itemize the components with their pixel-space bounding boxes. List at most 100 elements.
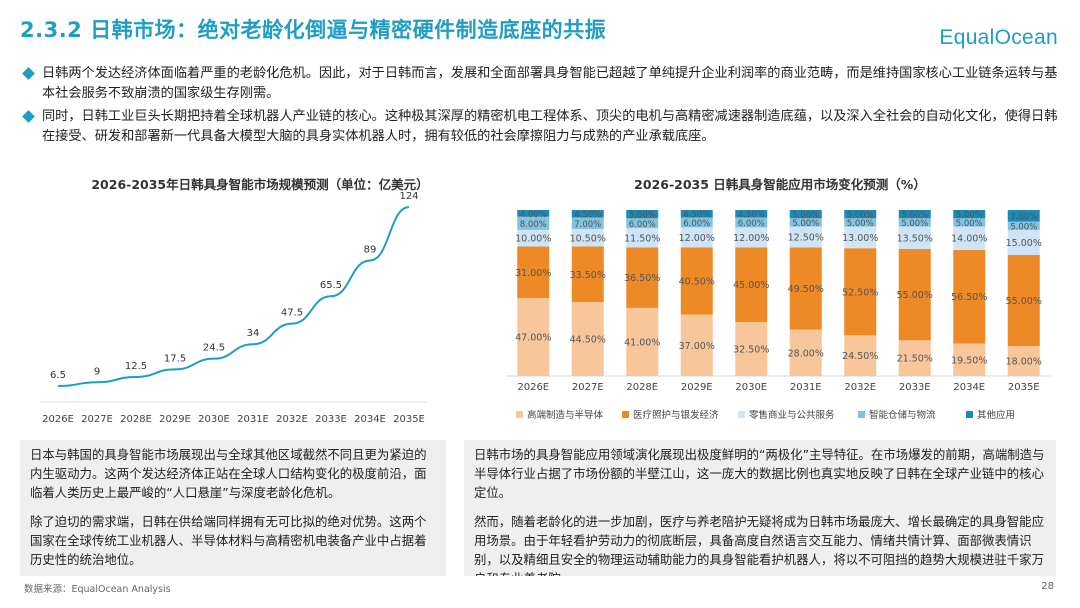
bar-data-label: 4.50%: [574, 210, 601, 220]
bar-x-tick-label: 2032E: [844, 382, 876, 393]
line-data-label: 124: [399, 191, 418, 202]
bar-data-label: 5.00%: [629, 211, 656, 221]
bar-data-label: 5.00%: [956, 219, 983, 229]
bar-data-label: 18.00%: [1006, 357, 1042, 368]
bar-segment: [789, 218, 822, 227]
note-paragraph: 日韩市场的具身智能应用领域演化展现出极度鲜明的“两极化”主导特征。在市场爆发的前…: [474, 447, 1045, 500]
bar-segment: [898, 218, 931, 227]
legend-swatch: [516, 411, 523, 418]
bar-data-label: 41.00%: [624, 337, 660, 348]
bar-data-label: 4.50%: [683, 210, 710, 220]
bar-data-label: 6.00%: [629, 220, 656, 230]
line-x-tick-label: 2029E: [159, 414, 191, 425]
bar-segment: [844, 335, 877, 376]
bar-segment: [735, 247, 768, 323]
legend-label: 其他应用: [977, 409, 1015, 421]
bar-data-label: 52.50%: [842, 287, 878, 298]
bar-segment: [735, 210, 768, 218]
left-note-box: 日本与韩国的具身智能市场展现出与全球其他区域截然不同且更为紧迫的内生驱动力。这两…: [20, 440, 446, 576]
bar-data-label: 5.00%: [901, 211, 928, 221]
bar-segment: [898, 340, 931, 376]
bar-segment: [626, 228, 659, 248]
bar-data-label: 33.50%: [570, 270, 606, 281]
bar-segment: [517, 229, 550, 247]
legend-swatch: [622, 411, 629, 418]
bar-segment: [571, 210, 604, 218]
bar-x-tick-label: 2026E: [517, 382, 549, 393]
bar-segment: [789, 247, 822, 330]
line-x-tick-label: 2033E: [315, 414, 347, 425]
note-paragraph: 除了迫切的需求端，日韩在供给端同样拥有无可比拟的绝对优势。这两个国家在全球传统工…: [30, 514, 427, 567]
bar-data-label: 55.00%: [1006, 296, 1042, 307]
bar-data-label: 6.00%: [683, 219, 710, 229]
bar-data-label: 21.50%: [897, 354, 933, 365]
line-data-label: 6.5: [50, 370, 66, 381]
bar-segment: [844, 248, 877, 336]
bar-data-label: 5.00%: [847, 211, 874, 221]
bar-segment: [1007, 229, 1040, 255]
bar-segment: [571, 217, 604, 230]
line-x-tick-label: 2031E: [237, 414, 269, 425]
bullet-text: 同时，日韩工业巨头长期把持着全球机器人产业链的核心。这种极其深厚的精密机电工程体…: [42, 109, 1058, 144]
bar-segment: [517, 297, 550, 376]
bar-data-label: 12.50%: [788, 232, 824, 243]
bar-segment: [1007, 221, 1040, 230]
application-share-stacked-bar-chart: 47.00% 31.00% 10.00% 8.00%4.00% 2026E 44.50% 3…: [506, 210, 1051, 421]
diamond-bullet-icon: [22, 110, 35, 123]
line-x-tick-label: 2028E: [120, 414, 152, 425]
bullet-list: 日韩两个发达经济体面临着严重的老龄化危机。因此，对于日韩而言，发展和全面部署具身…: [22, 64, 1062, 150]
market-size-line-chart: 6.5 2026E 9 2027E 12.5 2028E 17.5 2029E 24.5 2030…: [40, 191, 427, 425]
bar-segment: [571, 302, 604, 376]
bar-data-label: 10.00%: [515, 234, 551, 245]
line-data-label: 47.5: [281, 308, 303, 319]
line-data-label: 89: [364, 244, 377, 255]
bar-segment: [844, 226, 877, 249]
bar-data-label: 13.00%: [842, 233, 878, 244]
legend-swatch: [738, 411, 745, 418]
bar-data-label: 10.50%: [570, 233, 606, 244]
bar-segment: [953, 226, 986, 250]
bar-x-tick-label: 2029E: [681, 382, 713, 393]
bar-data-label: 7.00%: [574, 220, 601, 230]
line-data-label: 12.5: [125, 361, 147, 372]
bar-data-label: 14.00%: [951, 234, 987, 245]
bar-segment: [898, 210, 931, 219]
bar-x-tick-label: 2030E: [735, 382, 767, 393]
bar-data-label: 36.50%: [624, 273, 660, 284]
bar-segment: [789, 329, 822, 376]
bar-data-label: 32.50%: [733, 345, 769, 356]
bar-data-label: 8.00%: [520, 220, 547, 230]
bar-data-label: 49.50%: [788, 284, 824, 295]
legend-swatch: [858, 411, 865, 418]
bar-data-label: 56.50%: [951, 292, 987, 303]
bar-chart-title: 2026-2035 日韩具身智能应用市场变化预测（%）: [634, 177, 926, 192]
bar-segment: [626, 210, 659, 219]
note-paragraph: 然而，随着老龄化的进一步加剧，医疗与养老陪护无疑将成为日韩市场最庞大、增长最确定…: [474, 514, 1044, 576]
page-number: 28: [1041, 581, 1054, 592]
bar-data-label: 55.00%: [897, 290, 933, 301]
bar-segment: [953, 218, 986, 227]
bar-segment: [517, 246, 550, 298]
bar-segment: [898, 226, 931, 250]
bullet-item: 日韩两个发达经济体面临着严重的老龄化危机。因此，对于日韩而言，发展和全面部署具身…: [22, 64, 1062, 104]
line-x-tick-label: 2030E: [198, 414, 230, 425]
legend-label: 智能仓储与物流: [869, 409, 936, 421]
bar-segment: [626, 247, 659, 308]
bar-segment: [953, 343, 986, 376]
bar-data-label: 24.50%: [842, 351, 878, 362]
diamond-bullet-icon: [22, 67, 35, 80]
bar-segment: [517, 210, 550, 217]
bar-data-label: 15.00%: [1006, 238, 1042, 249]
bar-data-label: 45.00%: [733, 280, 769, 291]
bar-segment: [626, 218, 659, 229]
bar-data-label: 6.00%: [738, 219, 765, 229]
equalocean-logo: EqualOcean: [939, 26, 1058, 49]
line-x-tick-label: 2035E: [393, 414, 425, 425]
bar-segment: [1007, 210, 1040, 222]
bar-data-label: 28.00%: [788, 348, 824, 359]
line-x-tick-label: 2034E: [354, 414, 386, 425]
bar-segment: [789, 226, 822, 248]
line-chart-title: 2026-2035年日韩具身智能市场规模预测（单位：亿美元）: [91, 177, 429, 192]
bar-segment: [735, 322, 768, 376]
legend-label: 零售商业与公共服务: [749, 409, 835, 421]
